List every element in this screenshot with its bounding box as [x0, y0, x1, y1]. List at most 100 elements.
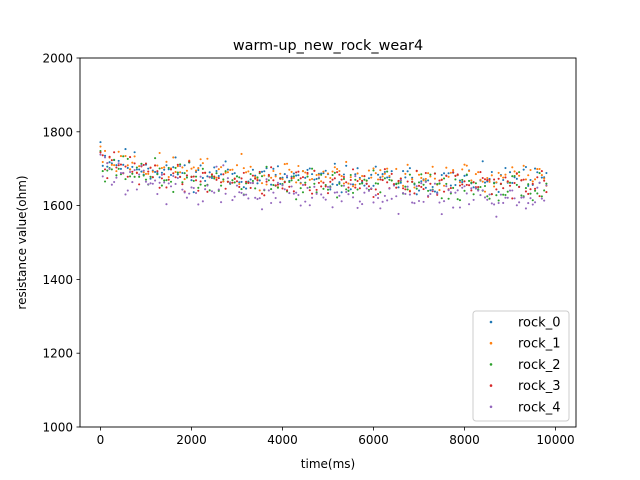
data-point — [402, 170, 405, 173]
data-point — [215, 169, 218, 173]
data-point — [511, 166, 514, 169]
data-point — [156, 170, 159, 173]
data-point — [215, 165, 218, 168]
data-point — [292, 175, 295, 178]
data-point — [299, 187, 302, 190]
data-point — [424, 180, 427, 184]
data-point — [119, 167, 122, 170]
data-point — [238, 181, 241, 184]
data-point — [481, 160, 484, 163]
data-point — [465, 192, 468, 195]
data-point — [374, 165, 377, 168]
data-point — [158, 167, 161, 170]
data-point — [249, 186, 252, 190]
data-point — [363, 175, 366, 178]
data-point — [417, 184, 421, 187]
data-point — [235, 180, 239, 183]
data-point — [113, 158, 116, 161]
data-point — [427, 172, 430, 175]
data-point — [281, 184, 284, 187]
legend-marker — [489, 384, 493, 387]
data-point — [395, 183, 398, 186]
data-point — [351, 185, 355, 188]
data-point — [240, 188, 243, 191]
data-point — [185, 176, 188, 179]
data-point — [213, 166, 216, 169]
data-point — [383, 170, 386, 174]
data-point — [201, 176, 204, 180]
data-point — [169, 173, 173, 177]
data-point — [324, 198, 327, 201]
data-point — [240, 152, 243, 156]
data-point — [270, 176, 273, 179]
data-point — [377, 173, 380, 176]
data-point — [192, 166, 195, 169]
data-point — [424, 177, 427, 181]
data-point — [333, 162, 336, 165]
data-point — [390, 179, 393, 182]
data-point — [99, 153, 102, 156]
data-point — [306, 186, 309, 189]
data-point — [513, 174, 516, 178]
data-point — [238, 182, 241, 186]
data-point — [390, 170, 393, 173]
data-point — [119, 155, 122, 158]
data-point — [165, 186, 168, 189]
data-point — [154, 170, 157, 173]
data-point — [197, 203, 200, 206]
data-point — [474, 173, 477, 176]
data-point — [126, 164, 129, 167]
data-point — [386, 176, 389, 179]
data-point — [274, 173, 277, 176]
data-point — [534, 187, 537, 190]
data-point — [463, 180, 466, 183]
data-point — [311, 192, 314, 195]
data-point — [431, 189, 434, 192]
data-point — [311, 178, 314, 181]
data-point — [383, 168, 386, 171]
data-point — [493, 185, 496, 188]
data-point — [124, 154, 127, 158]
data-point — [413, 182, 416, 185]
data-point — [536, 192, 539, 195]
data-point — [147, 170, 150, 173]
data-point — [422, 200, 425, 203]
data-point — [518, 174, 521, 177]
data-point — [188, 192, 191, 195]
data-point — [386, 167, 389, 170]
data-point — [147, 183, 150, 186]
data-point — [354, 178, 357, 181]
data-point — [290, 175, 293, 178]
data-point — [388, 174, 391, 178]
data-point — [317, 176, 320, 179]
data-point — [367, 189, 371, 192]
data-point — [115, 170, 118, 173]
data-point — [117, 162, 120, 165]
data-point — [345, 188, 348, 191]
data-point — [251, 168, 254, 171]
data-point — [226, 171, 229, 174]
data-point — [183, 172, 186, 175]
data-point — [545, 184, 548, 187]
data-point — [488, 197, 491, 200]
x-axis-label: time(ms) — [301, 457, 355, 471]
data-point — [356, 206, 359, 209]
data-point — [260, 170, 264, 173]
x-tick-label: 8000 — [449, 433, 480, 447]
y-axis: 1000 1200 1400 1600 1800 2000 — [42, 52, 80, 435]
data-point — [522, 164, 525, 167]
data-point — [488, 193, 491, 196]
data-point — [326, 192, 330, 195]
data-point — [192, 175, 195, 178]
x-tick-label: 2000 — [176, 433, 207, 447]
data-point — [288, 180, 291, 183]
data-point — [206, 190, 209, 193]
data-point — [131, 161, 134, 164]
data-point — [442, 200, 446, 203]
data-point — [361, 182, 364, 185]
data-point — [454, 178, 457, 181]
data-point — [372, 169, 375, 172]
data-point — [229, 168, 232, 172]
data-point — [481, 176, 484, 180]
data-point — [497, 177, 500, 180]
